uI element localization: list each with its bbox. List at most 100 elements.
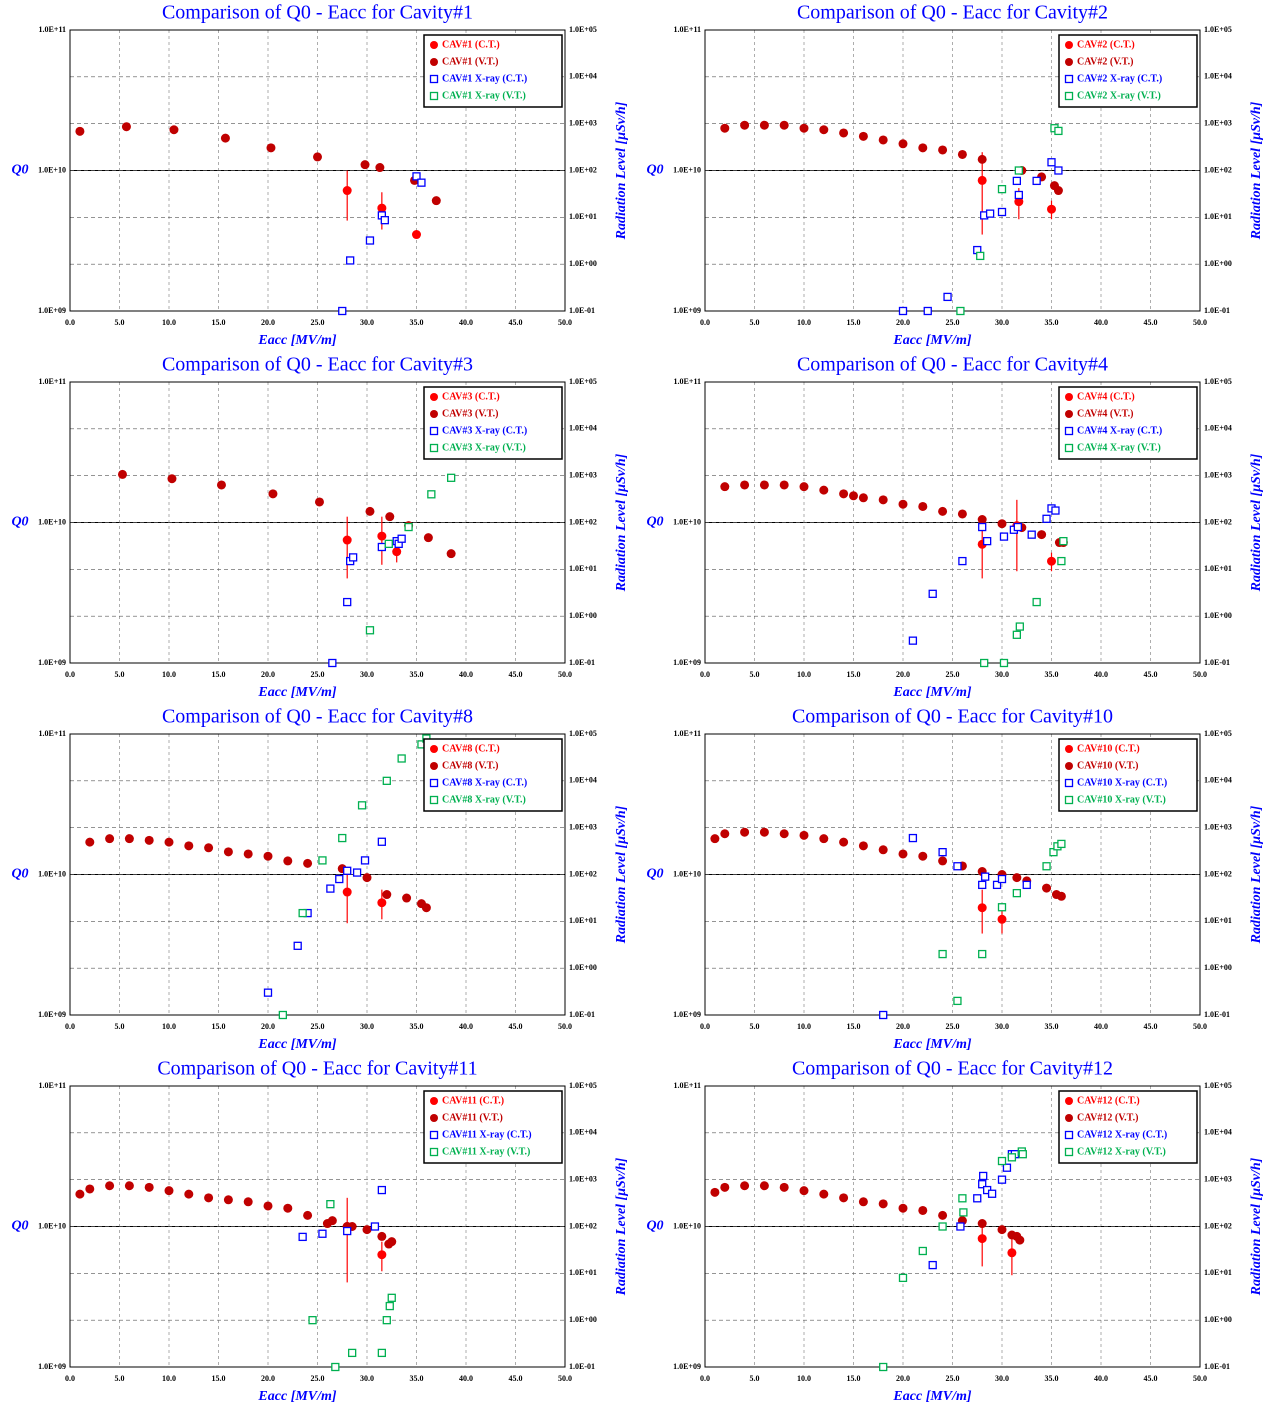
x-tick-label: 25.0 [946, 1022, 960, 1031]
plot-frame [69, 1085, 566, 1368]
y-tick-label: 1.0E+10 [38, 517, 66, 526]
legend-marker [1065, 1114, 1073, 1122]
data-point [923, 306, 932, 316]
x-tick-label: 50.0 [1193, 318, 1207, 327]
data-point [298, 908, 307, 918]
x-tick-label: 20.0 [896, 1022, 910, 1031]
legend-marker [430, 762, 438, 770]
legend-marker [1065, 410, 1073, 418]
x-tick-label: 35.0 [1045, 1022, 1059, 1031]
x-tick-label: 25.0 [311, 1022, 325, 1031]
legend-label: CAV#3 X-ray (C.T.) [442, 425, 527, 436]
x-tick-label: 5.0 [750, 670, 760, 679]
y2-tick-label: 1.0E-01 [1204, 1010, 1230, 1019]
y-axis-label: Q0 [646, 515, 663, 530]
data-point [908, 636, 918, 645]
data-point [839, 489, 849, 499]
legend-marker [429, 1130, 439, 1140]
data-point [978, 522, 987, 532]
data-point [85, 837, 95, 847]
x-tick-label: 15.0 [847, 1022, 861, 1031]
data-point [397, 754, 406, 763]
data-point [878, 845, 888, 855]
y2-tick-label: 1.0E+05 [1204, 729, 1232, 738]
data-point [423, 533, 433, 543]
data-point [839, 837, 849, 847]
data-point [404, 522, 413, 532]
y2-tick-label: 1.0E+04 [1204, 424, 1232, 433]
y2-tick-label: 1.0E+02 [1204, 517, 1232, 526]
data-point [382, 776, 391, 785]
x-tick-label: 0.0 [65, 1374, 75, 1383]
data-point [898, 139, 908, 149]
data-point [938, 1222, 947, 1231]
legend-marker [429, 74, 439, 84]
legend-marker [430, 41, 438, 49]
x-tick-label: 30.0 [360, 1022, 374, 1031]
data-point [342, 186, 352, 196]
data-point [953, 996, 962, 1006]
chart-panel: Comparison of Q0 - Eacc for Cavity#12 0.0… [646, 1058, 1264, 1405]
x-tick-label: 40.0 [1094, 670, 1108, 679]
data-point [1012, 630, 1022, 639]
data-point [75, 1189, 85, 1199]
y2-tick-label: 1.0E+03 [569, 822, 597, 831]
data-point [779, 829, 789, 839]
data-point [997, 874, 1007, 884]
y-axis-label: Q0 [11, 867, 28, 882]
x-tick-label: 10.0 [162, 670, 176, 679]
legend-label: CAV#1 X-ray (C.T.) [442, 73, 527, 84]
data-point [220, 133, 230, 143]
y2-axis-label: Radiation Level [μSv/h] [614, 101, 629, 240]
x-tick-label: 30.0 [360, 1374, 374, 1383]
y2-tick-label: 1.0E+02 [1204, 1221, 1232, 1230]
data-point [982, 536, 992, 546]
data-point [313, 152, 322, 162]
legend-marker [1064, 1130, 1074, 1140]
y2-axis-label: Radiation Level [μSv/h] [614, 1157, 629, 1296]
data-point [977, 154, 987, 164]
data-point [1013, 522, 1022, 532]
data-point [858, 131, 868, 141]
y2-tick-label: 1.0E+03 [1204, 470, 1232, 479]
x-tick-label: 20.0 [261, 1374, 275, 1383]
data-point [878, 1199, 888, 1209]
data-point [918, 143, 928, 153]
y-tick-label: 1.0E+11 [674, 729, 701, 738]
data-point [124, 1181, 134, 1191]
x-tick-label: 0.0 [700, 1374, 710, 1383]
legend-marker [1064, 1147, 1074, 1157]
data-point [977, 1219, 987, 1229]
data-point [720, 482, 730, 492]
x-tick-label: 30.0 [360, 318, 374, 327]
y-axis-label: Q0 [11, 1219, 28, 1234]
y2-axis-label: Radiation Level [μSv/h] [1249, 101, 1264, 240]
y2-tick-label: 1.0E+03 [1204, 1174, 1232, 1183]
data-point [385, 1301, 394, 1311]
data-point [999, 532, 1009, 541]
x-axis-label: Eacc [MV/m] [257, 1389, 336, 1404]
x-tick-label: 50.0 [558, 318, 572, 327]
data-point [710, 1187, 720, 1197]
legend-box [423, 34, 563, 108]
x-tick-label: 25.0 [311, 670, 325, 679]
data-point [347, 1348, 357, 1358]
data-point [953, 862, 962, 871]
data-point [167, 474, 177, 484]
x-tick-label: 40.0 [1094, 1022, 1108, 1031]
x-tick-label: 20.0 [261, 318, 275, 327]
legend-label: CAV#3 X-ray (V.T.) [442, 442, 526, 453]
data-point [997, 903, 1007, 912]
x-tick-label: 10.0 [797, 318, 811, 327]
data-point [382, 1316, 391, 1325]
y-tick-label: 1.0E+09 [673, 658, 701, 667]
data-point [928, 1260, 937, 1270]
plot-frame [704, 381, 1201, 664]
data-point [338, 833, 347, 843]
y2-tick-label: 1.0E+02 [1204, 869, 1232, 878]
data-point [392, 547, 402, 557]
data-point [879, 1362, 888, 1372]
data-point [397, 534, 406, 543]
data-point [938, 145, 948, 155]
legend-marker [429, 91, 439, 101]
